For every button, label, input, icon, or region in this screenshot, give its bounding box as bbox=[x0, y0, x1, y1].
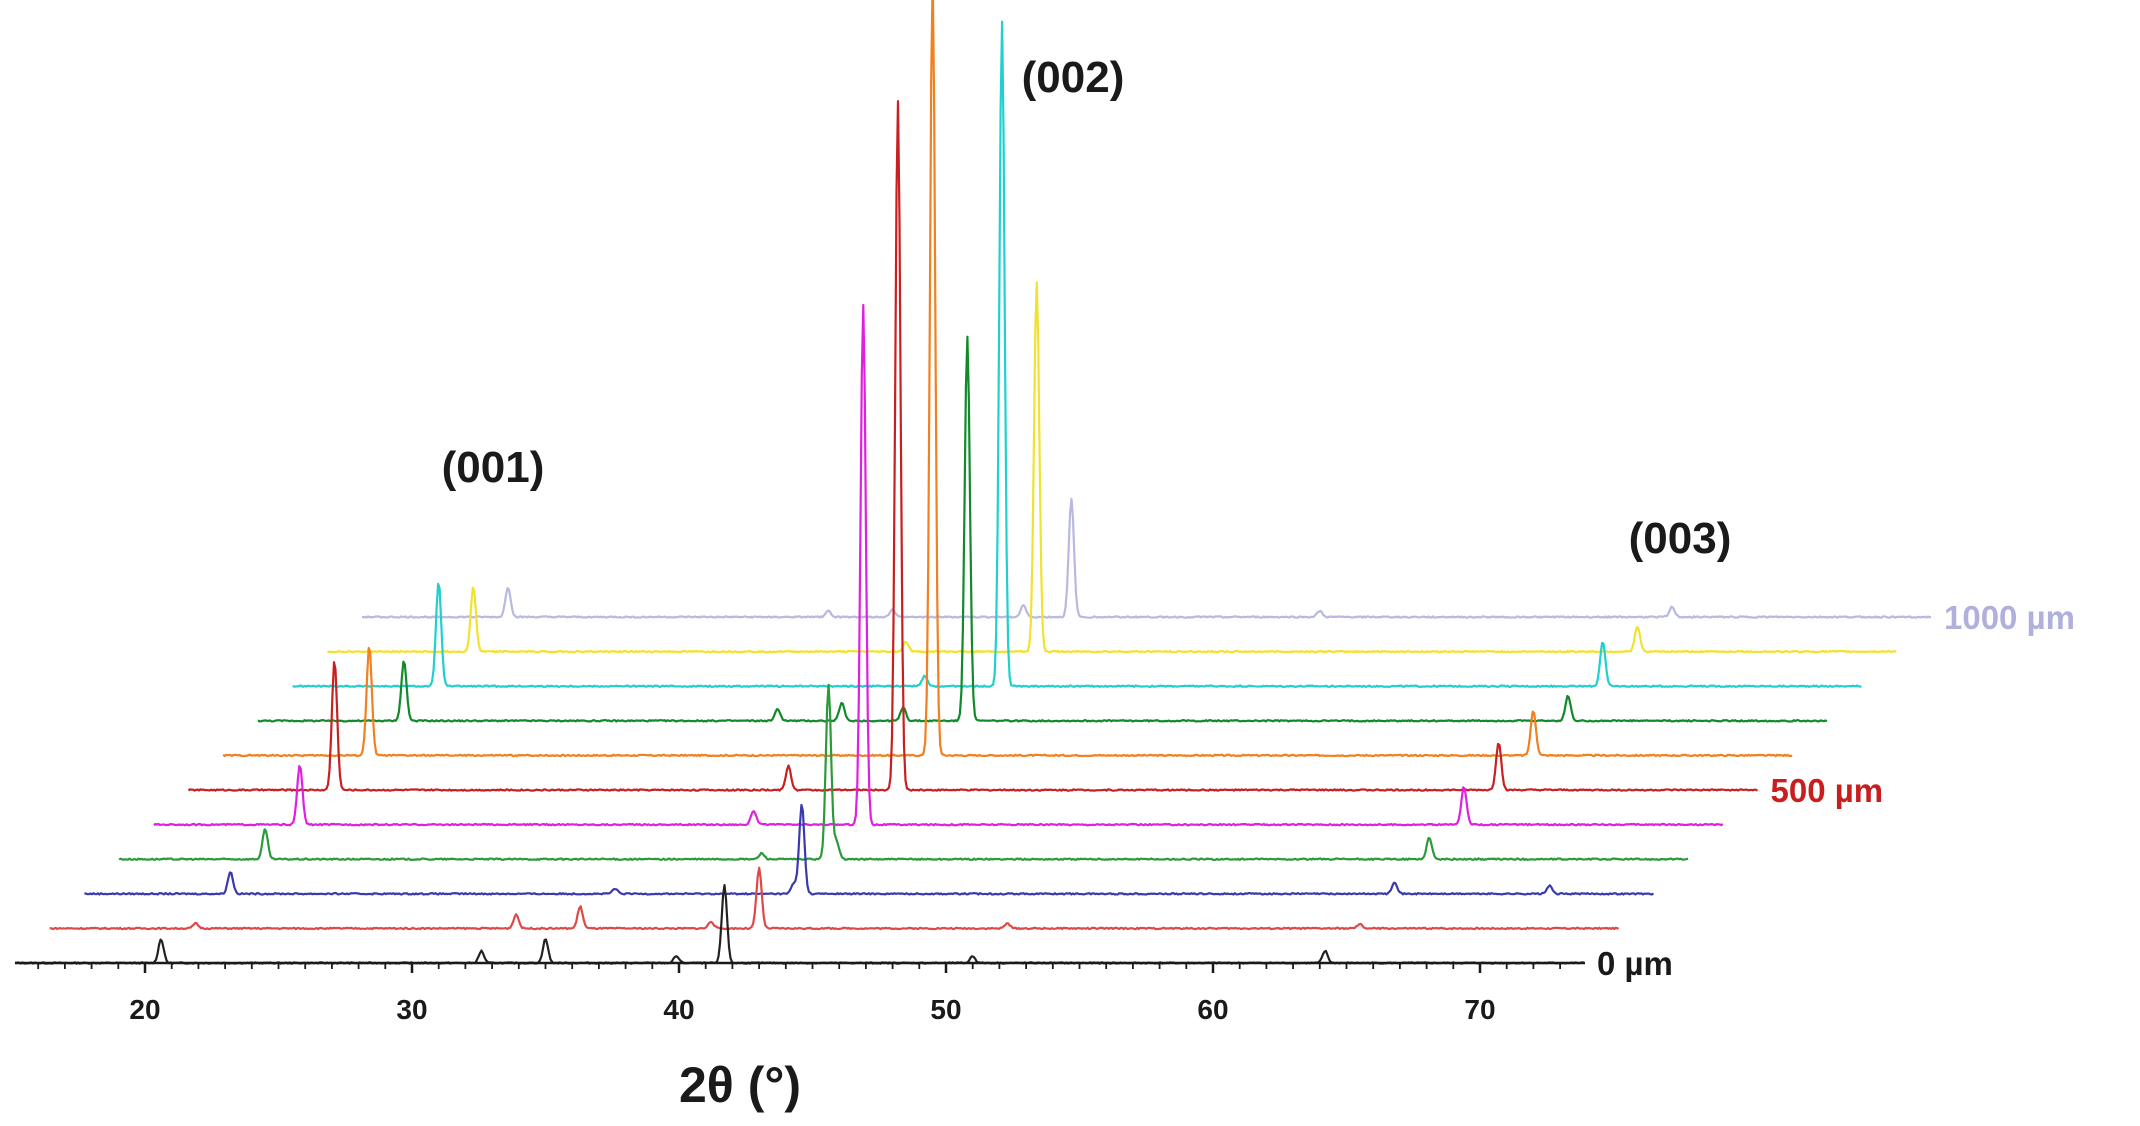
xrd-trace-9 bbox=[292, 20, 1862, 688]
diffraction-traces bbox=[14, 0, 1932, 965]
xrd-trace-1 bbox=[14, 884, 1585, 965]
x-tick-label: 60 bbox=[1197, 994, 1228, 1025]
x-tick-label: 40 bbox=[663, 994, 694, 1025]
x-axis-title: 2θ (°) bbox=[679, 1057, 801, 1113]
peak-index-label: (002) bbox=[1022, 53, 1125, 102]
depth-label-1: 0 µm bbox=[1597, 945, 1673, 982]
peak-index-label: (001) bbox=[442, 443, 545, 492]
depth-label-6: 500 µm bbox=[1771, 772, 1884, 809]
chart-annotations: 1000 µm 500 µm 0 µm (001) (002) (003) bbox=[442, 53, 2075, 982]
peak-index-label: (003) bbox=[1629, 514, 1732, 563]
xrd-trace-5 bbox=[153, 303, 1724, 827]
xrd-trace-10 bbox=[327, 281, 1897, 654]
x-tick-label: 30 bbox=[396, 994, 427, 1025]
xrd-trace-6 bbox=[187, 100, 1759, 792]
xrd-trace-11 bbox=[362, 497, 1932, 619]
x-tick-label: 50 bbox=[930, 994, 961, 1025]
xrd-trace-2 bbox=[49, 866, 1619, 931]
xrd-trace-7 bbox=[222, 0, 1793, 758]
x-tick-label: 70 bbox=[1464, 994, 1495, 1025]
depth-label-11: 1000 µm bbox=[1944, 599, 2075, 636]
xrd-trace-3 bbox=[84, 803, 1655, 896]
xrd-trace-4 bbox=[118, 683, 1689, 861]
x-axis: 20 30 40 50 60 70 2θ (°) bbox=[15, 961, 1585, 1113]
xrd-trace-8 bbox=[257, 335, 1828, 723]
x-tick-label: 20 bbox=[129, 994, 160, 1025]
